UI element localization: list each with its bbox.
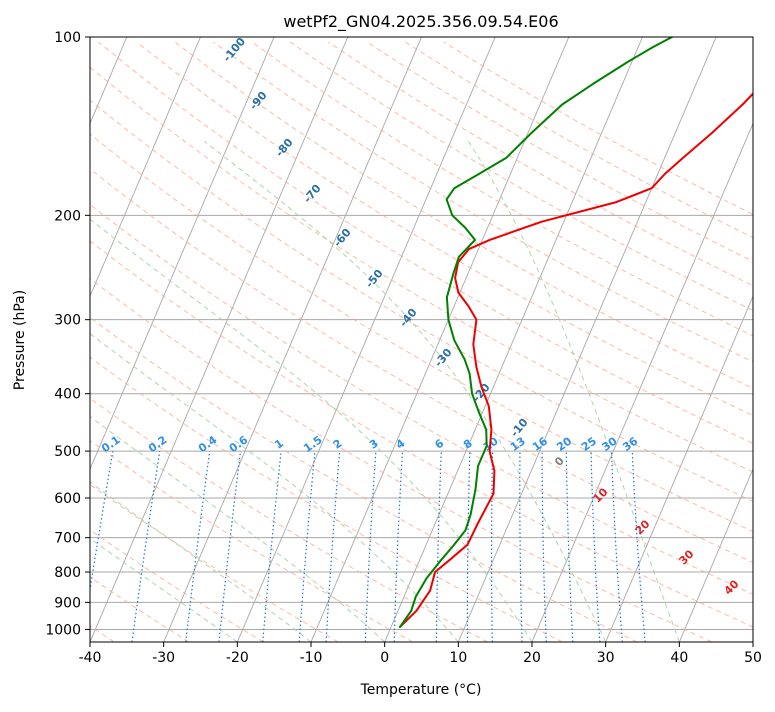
background-lines [0, 37, 775, 642]
x-tick-label: 50 [744, 650, 762, 666]
moist-adiabat-label: 30 [677, 547, 697, 567]
x-tick-label: 30 [597, 650, 615, 666]
dry-adiabat-line [444, 42, 775, 642]
mixing-ratio-label: 1 [272, 437, 286, 452]
mixing-ratio-line [299, 451, 315, 642]
x-tick-label: -10 [300, 650, 323, 666]
dry-adiabat-line [405, 42, 775, 642]
mixing-ratio-label: 0.1 [99, 433, 122, 455]
isotherm-line [385, 37, 643, 642]
mixing-ratio-label: 8 [461, 437, 475, 452]
dry-adiabat-line [329, 42, 775, 642]
x-tick-label: 10 [449, 650, 467, 666]
y-tick-label: 400 [54, 387, 81, 403]
x-axis-label: Temperature (°C) [360, 682, 482, 698]
moist-adiabat-label: 0 [552, 454, 567, 469]
moist-adiabat-line [0, 141, 311, 642]
x-axis: -40 -30 -20 -10 0 10 20 30 40 50 [79, 642, 762, 666]
mixing-ratio-line [82, 451, 113, 642]
dry-adiabat-line [0, 42, 562, 642]
x-tick-label: -30 [152, 650, 175, 666]
mixing-ratio-line [365, 451, 376, 642]
x-tick-label: 0 [380, 650, 389, 666]
mixing-ratio-line [492, 451, 493, 642]
x-tick-label: -20 [226, 650, 249, 666]
dry-adiabat-line [0, 42, 338, 642]
y-axis: 100 200 300 400 500 600 700 800 900 1000 [45, 30, 90, 638]
dry-adiabat-label: -80 [273, 136, 296, 160]
y-tick-label: 300 [54, 313, 81, 329]
y-tick-label: 200 [54, 208, 81, 224]
mixing-ratio-line [132, 451, 160, 642]
dry-adiabat-line [252, 42, 775, 642]
isotherm-line [90, 37, 348, 642]
mixing-ratio-line [467, 451, 470, 642]
dry-adiabat-line [60, 42, 775, 642]
y-tick-label: 900 [54, 595, 81, 611]
dry-adiabat-line [0, 42, 189, 642]
mixing-ratio-label: 0.6 [227, 433, 251, 455]
dry-adiabat-label: -70 [301, 182, 324, 206]
dry-adiabat-label: -50 [363, 267, 386, 291]
mixing-ratio-line [186, 451, 210, 642]
mixing-ratio-label: 0.4 [196, 433, 220, 455]
dry-adiabat-line [0, 42, 637, 642]
moist-adiabat-label: 10 [591, 485, 611, 505]
y-tick-label: 1000 [45, 622, 81, 638]
isotherm-line [0, 37, 201, 642]
moist-adiabat-line [204, 141, 605, 642]
mixing-ratio-label: 2 [331, 437, 345, 452]
mixing-ratio-line [219, 451, 241, 642]
y-tick-label: 700 [54, 531, 81, 547]
mixing-ratio-line [436, 451, 441, 642]
isotherm-line [679, 37, 775, 642]
y-tick-label: 100 [54, 30, 81, 46]
chart-title: wetPf2_GN04.2025.356.09.54.E06 [283, 12, 558, 32]
mixing-ratio-line [632, 451, 645, 642]
profiles [400, 37, 775, 627]
y-axis-label: Pressure (hPa) [12, 290, 28, 390]
moist-adiabat-line [468, 141, 679, 642]
isotherm-line [458, 37, 716, 642]
mixing-ratio-line [520, 451, 522, 642]
mixing-ratio-line [566, 451, 573, 642]
isotherm-line [532, 37, 775, 642]
x-tick-label: 20 [523, 650, 541, 666]
y-tick-label: 500 [54, 444, 81, 460]
dewpoint-profile-line [400, 37, 672, 627]
isotherm-line [237, 37, 495, 642]
isotherm-line [16, 37, 274, 642]
dry-adiabat-label: -60 [331, 226, 354, 250]
moist-adiabat-line [0, 141, 237, 642]
moist-adiabat-label: 40 [722, 577, 742, 597]
dry-adiabat-line [0, 42, 264, 642]
mixing-ratio-label: 1.5 [301, 433, 324, 455]
y-tick-label: 800 [54, 565, 81, 581]
temperature-profile-line [400, 37, 775, 627]
y-tick-label: 600 [54, 491, 81, 507]
dry-adiabat-line [0, 42, 488, 642]
dry-adiabat-line [0, 42, 413, 642]
dry-adiabat-label: -100 [220, 35, 248, 65]
mixing-ratio-label: 4 [394, 437, 408, 452]
plot-frame [90, 37, 753, 642]
x-tick-label: 40 [670, 650, 688, 666]
x-tick-label: -40 [79, 650, 102, 666]
dry-adiabat-line [98, 42, 775, 642]
isotherm-line [753, 37, 775, 642]
